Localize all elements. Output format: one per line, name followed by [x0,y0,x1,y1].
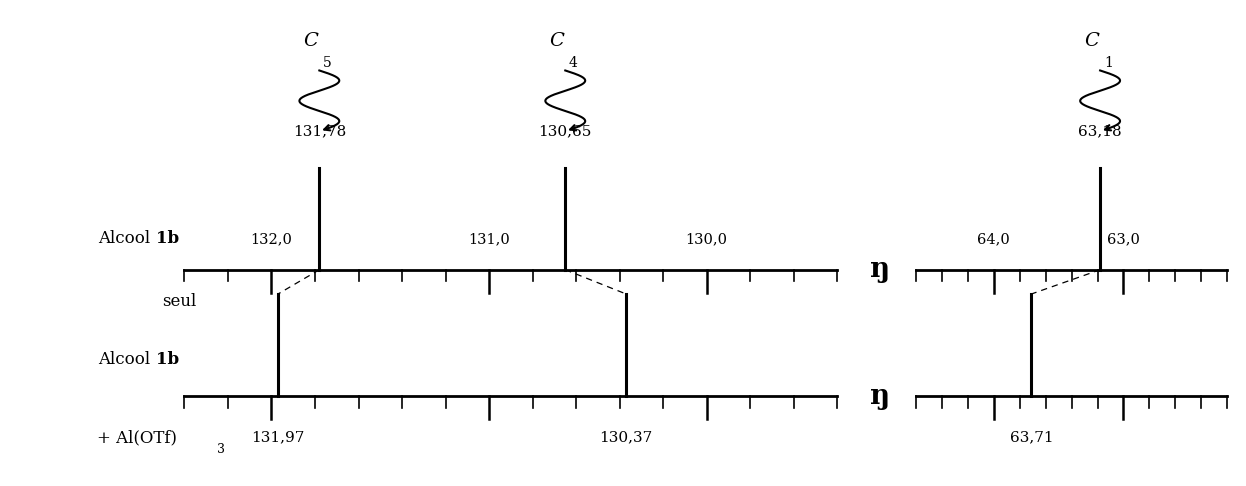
Text: 4: 4 [569,56,578,70]
Text: ŋ: ŋ [870,256,890,283]
Text: 131,97: 131,97 [252,430,305,444]
Text: 131,0: 131,0 [468,232,510,246]
Text: C: C [303,32,318,51]
Text: 130,65: 130,65 [538,124,592,139]
Text: 130,37: 130,37 [599,430,653,444]
Text: 64,0: 64,0 [977,232,1011,246]
Text: seul: seul [162,293,197,310]
Text: C: C [549,32,564,51]
Text: 130,0: 130,0 [685,232,728,246]
Text: 63,71: 63,71 [1009,430,1053,444]
Text: 63,18: 63,18 [1078,124,1121,139]
Text: + Al(OTf): + Al(OTf) [97,429,177,446]
Text: 131,78: 131,78 [293,124,346,139]
Text: 63,0: 63,0 [1106,232,1140,246]
Text: 1b: 1b [156,230,179,246]
Text: Alcool: Alcool [98,351,156,368]
Text: C: C [1084,32,1099,51]
Text: 132,0: 132,0 [250,232,293,246]
Text: 5: 5 [323,56,331,70]
Text: 1: 1 [1104,56,1113,70]
Text: 1b: 1b [156,351,179,368]
Text: 3: 3 [217,443,224,456]
Text: Alcool: Alcool [98,230,156,246]
Text: ŋ: ŋ [870,382,890,410]
